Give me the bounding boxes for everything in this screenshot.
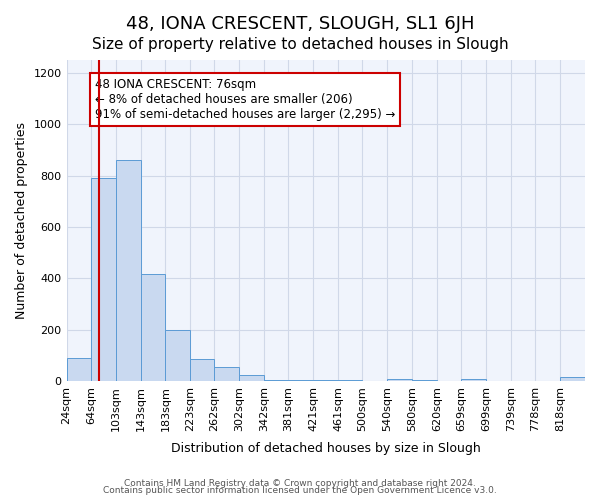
Bar — [67, 358, 91, 381]
Text: 48, IONA CRESCENT, SLOUGH, SL1 6JH: 48, IONA CRESCENT, SLOUGH, SL1 6JH — [126, 15, 474, 33]
Bar — [140, 274, 166, 381]
Text: 48 IONA CRESCENT: 76sqm
← 8% of detached houses are smaller (206)
91% of semi-de: 48 IONA CRESCENT: 76sqm ← 8% of detached… — [95, 78, 395, 121]
Bar — [190, 359, 214, 381]
Bar — [214, 368, 239, 381]
X-axis label: Distribution of detached houses by size in Slough: Distribution of detached houses by size … — [171, 442, 481, 455]
Text: Size of property relative to detached houses in Slough: Size of property relative to detached ho… — [92, 38, 508, 52]
Y-axis label: Number of detached properties: Number of detached properties — [15, 122, 28, 319]
Bar — [264, 380, 289, 381]
Bar — [239, 376, 264, 381]
Bar — [338, 380, 362, 381]
Bar — [166, 330, 190, 381]
Bar — [313, 380, 338, 381]
Bar — [388, 380, 412, 381]
Text: Contains public sector information licensed under the Open Government Licence v3: Contains public sector information licen… — [103, 486, 497, 495]
Bar — [461, 379, 486, 381]
Bar — [560, 377, 585, 381]
Bar — [91, 178, 116, 381]
Bar — [289, 380, 313, 381]
Text: Contains HM Land Registry data © Crown copyright and database right 2024.: Contains HM Land Registry data © Crown c… — [124, 478, 476, 488]
Bar — [116, 160, 140, 381]
Bar — [412, 380, 437, 381]
